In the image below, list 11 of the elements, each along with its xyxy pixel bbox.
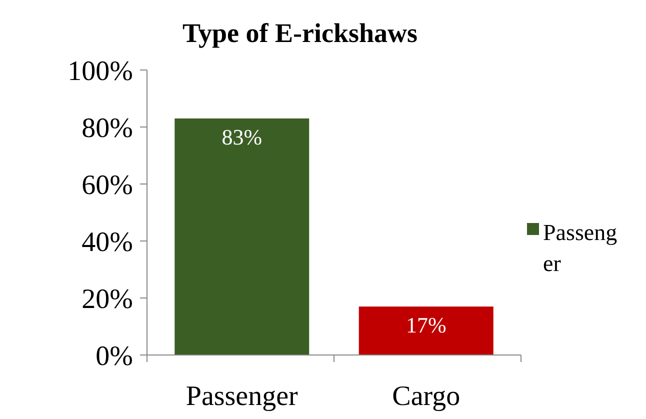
y-tick-label: 80% — [82, 112, 133, 144]
chart-title: Type of E-rickshaws — [182, 18, 418, 48]
y-tick-label: 0% — [96, 340, 133, 372]
y-tick-label: 40% — [82, 226, 133, 258]
y-tick-label: 60% — [82, 170, 133, 201]
x-tick-label: Cargo — [392, 381, 460, 412]
legend-label: Passenger — [543, 220, 618, 276]
data-label: 83% — [222, 124, 262, 150]
y-tick-label: 100% — [68, 56, 133, 87]
data-label: 17% — [406, 312, 446, 338]
y-tick-label: 20% — [82, 284, 133, 315]
